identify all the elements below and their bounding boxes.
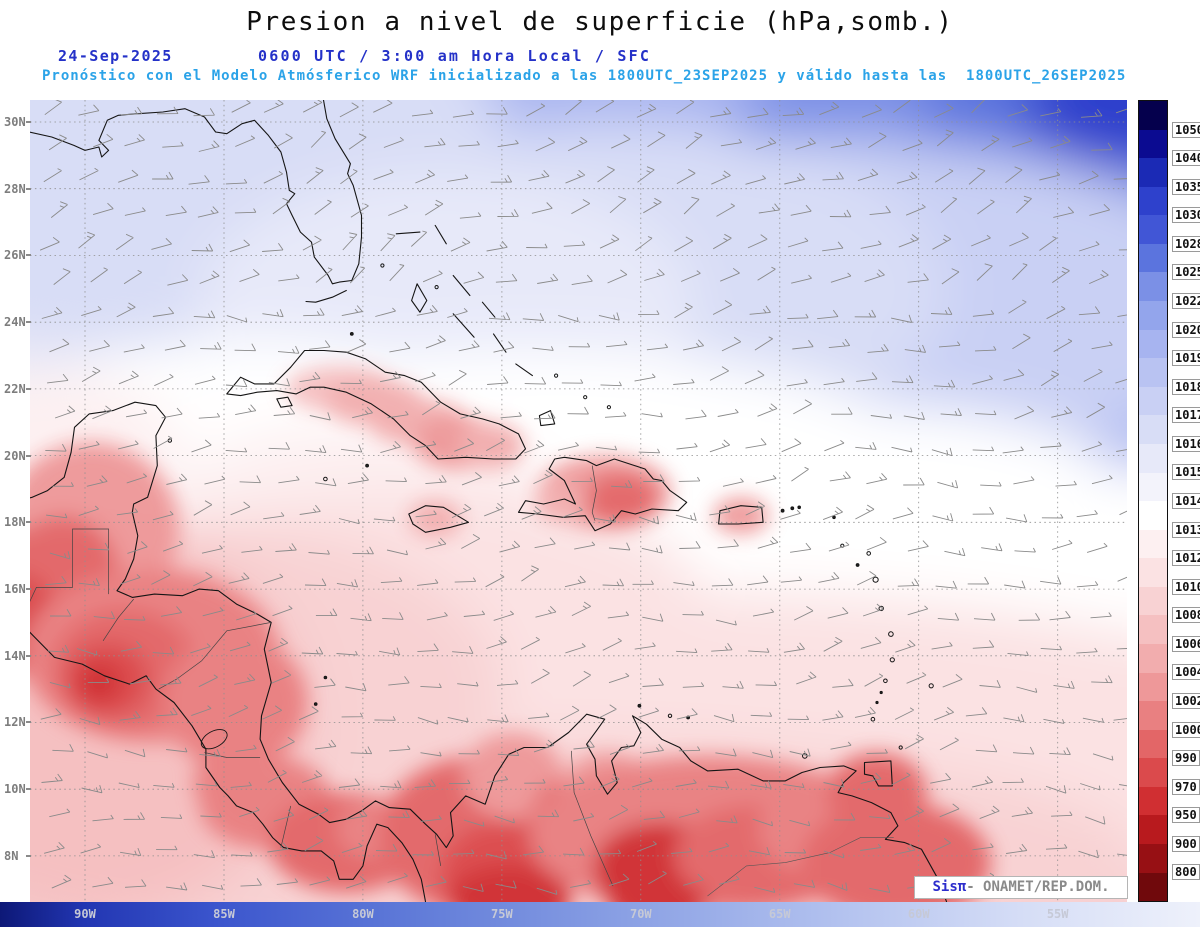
colorbar-cell [1139, 729, 1167, 759]
colorbar-cell [1139, 529, 1167, 559]
lon-tick-label: 75W [491, 907, 513, 921]
lat-tick-label: 26N [4, 248, 26, 263]
lat-tick-label: 28N [4, 181, 26, 196]
colorbar-tick-label: 900 [1172, 835, 1200, 852]
lat-tick-mark [26, 588, 31, 591]
colorbar-cell [1139, 443, 1167, 473]
lat-tick-mark [26, 321, 31, 324]
colorbar-cell [1139, 215, 1167, 244]
lat-tick-mark [26, 254, 31, 257]
colorbar-tick-label: 1010 [1172, 578, 1200, 595]
colorbar-tick-label: 1018 [1172, 378, 1200, 395]
credit-system-label: Sisπ [932, 879, 967, 895]
colorbar-tick-label: 1008 [1172, 607, 1200, 624]
lat-tick-label: 10N [4, 782, 26, 797]
lat-tick-label: 20N [4, 448, 26, 463]
colorbar-tick-label: 1013 [1172, 521, 1200, 538]
colorbar-cell [1139, 186, 1167, 216]
colorbar-tick-label: 1002 [1172, 693, 1200, 709]
lat-tick-label: 18N [4, 515, 26, 530]
lat-tick-mark [26, 387, 31, 390]
colorbar-tick-label: 1000 [1172, 721, 1200, 738]
colorbar-cell [1139, 643, 1167, 673]
lat-tick-mark [26, 654, 31, 657]
colorbar [1138, 100, 1168, 902]
forecast-info-line: Pronóstico con el Modelo Atmósferico WRF… [42, 68, 1127, 84]
lon-tick-label: 65W [768, 907, 791, 921]
colorbar-cell [1139, 558, 1167, 587]
lon-tick-label: 80W [352, 907, 374, 921]
lat-tick-label: 14N [4, 648, 26, 663]
lon-tick-label: 70W [629, 907, 652, 921]
valid-time-label: 0600 UTC / 3:00 am Hora Local / SFC [258, 47, 652, 65]
colorbar-tick-label: 1035 [1172, 178, 1200, 195]
colorbar-tick-label: 1020 [1172, 321, 1200, 338]
colorbar-cell [1139, 815, 1167, 845]
lon-tick-label: 90W [74, 907, 96, 921]
colorbar-tick-label: 1050 [1172, 121, 1200, 138]
colorbar-tick-label: 950 [1172, 807, 1200, 824]
credit-badge: Sisπ- ONAMET/REP.DOM. [914, 876, 1128, 899]
colorbar-cell [1139, 301, 1167, 330]
credit-agency-label: - ONAMET/REP.DOM. [966, 879, 1110, 895]
colorbar-cell [1139, 786, 1167, 816]
colorbar-tick-label: 990 [1172, 750, 1200, 767]
colorbar-tick-label: 1015 [1172, 464, 1200, 481]
colorbar-tick-label: 1022 [1172, 293, 1200, 309]
lon-tick-label: 85W [213, 907, 235, 921]
longitude-axis-bar: 90W 85W 80W 75W 70W 65W 60W 55W [0, 902, 1200, 927]
pressure-map-canvas [30, 100, 1127, 902]
lon-tick-label: 60W [907, 907, 930, 921]
lat-tick-label: 22N [4, 381, 26, 396]
colorbar-cell [1139, 701, 1167, 730]
lat-tick-mark [26, 721, 31, 724]
lat-tick-label: 16N [4, 582, 26, 597]
colorbar-cell [1139, 358, 1167, 387]
lat-tick-mark [26, 521, 31, 524]
colorbar-cell [1139, 243, 1167, 273]
page-title: Presion a nivel de superficie (hPa,somb.… [246, 7, 954, 37]
colorbar-cell [1139, 129, 1167, 159]
colorbar-cell [1139, 472, 1167, 502]
lat-tick-mark [26, 788, 31, 791]
colorbar-tick-label: 1016 [1172, 435, 1200, 452]
colorbar-tick-label: 1040 [1172, 150, 1200, 167]
colorbar-tick-label: 1025 [1172, 264, 1200, 281]
colorbar-tick-label: 1014 [1172, 493, 1200, 509]
colorbar-cell [1139, 615, 1167, 644]
lat-tick-label: 8N [4, 848, 19, 863]
colorbar-tick-label: 1030 [1172, 207, 1200, 224]
colorbar-tick-label: 1028 [1172, 235, 1200, 252]
colorbar-cell [1139, 844, 1167, 873]
lat-tick-label: 12N [4, 715, 26, 730]
colorbar-cell [1139, 586, 1167, 616]
lon-tick-label: 55W [1046, 907, 1069, 921]
lat-tick-label: 30N [4, 115, 26, 130]
colorbar-cell [1139, 415, 1167, 444]
colorbar-tick-label: 800 [1172, 864, 1200, 881]
colorbar-tick-label: 1012 [1172, 550, 1200, 567]
colorbar-cell [1139, 758, 1167, 787]
lat-tick-mark [26, 854, 31, 857]
colorbar-tick-label: 1006 [1172, 635, 1200, 652]
colorbar-tick-label: 1019 [1172, 350, 1200, 367]
colorbar-cell [1139, 272, 1167, 302]
date-label: 24-Sep-2025 [58, 47, 173, 65]
lat-tick-mark [26, 187, 31, 190]
colorbar-cell [1139, 386, 1167, 416]
colorbar-cell [1139, 501, 1167, 530]
colorbar-cell [1139, 672, 1167, 702]
colorbar-cell [1139, 872, 1167, 902]
colorbar-tick-label: 1017 [1172, 407, 1200, 424]
lat-tick-mark [26, 121, 31, 124]
lat-tick-mark [26, 454, 31, 457]
colorbar-cell [1139, 158, 1167, 187]
colorbar-cell [1139, 101, 1167, 130]
colorbar-cell [1139, 329, 1167, 359]
lat-tick-label: 24N [4, 315, 26, 330]
colorbar-tick-label: 1004 [1172, 664, 1200, 681]
colorbar-tick-label: 970 [1172, 778, 1200, 795]
